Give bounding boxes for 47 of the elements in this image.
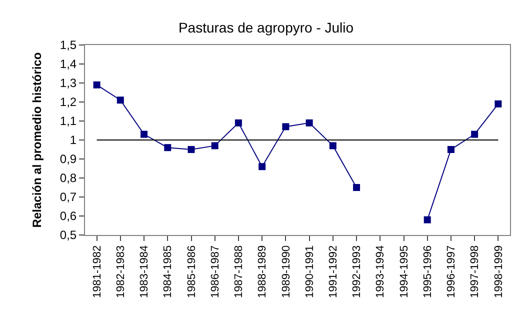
y-tick-label: 0,6 (60, 209, 77, 224)
x-tick-label: 1981-1982 (91, 245, 104, 298)
y-tick-label: 1,2 (60, 95, 77, 110)
y-tick-label: 1,3 (60, 76, 77, 90)
point (258, 163, 266, 170)
point (211, 142, 218, 150)
point (116, 96, 124, 104)
x-tick-label: 1990-1991 (304, 245, 316, 298)
point (188, 146, 195, 153)
point (353, 184, 360, 191)
point (424, 216, 431, 224)
x-tick-label: 1994-1995 (398, 245, 410, 298)
point (306, 119, 313, 126)
chart-title: Pasturas de agropyro - Julio (178, 20, 354, 36)
point (329, 142, 336, 150)
y-tick-label: 0,9 (60, 152, 77, 166)
y-tick-label: 1 (70, 133, 77, 148)
x-tick-label: 1985-1986 (186, 245, 198, 298)
y-tick-label: 0,8 (60, 171, 77, 186)
point (447, 146, 454, 153)
x-tick-label: 1993-1994 (374, 245, 387, 298)
x-tick-label: 1983-1984 (138, 245, 151, 298)
point (234, 119, 242, 126)
y-axis-title: Relación al promedio histórico (30, 52, 44, 228)
x-tick-label: 1989-1990 (280, 245, 292, 298)
x-tick-label: 1995-1996 (422, 245, 434, 298)
x-tick-label: 1992-1993 (351, 245, 364, 298)
y-tick-label: 1,5 (60, 38, 77, 52)
x-tick-label: 1998-1999 (492, 245, 505, 298)
point (93, 81, 100, 88)
x-tick-label: 1987-1988 (233, 245, 246, 298)
point (164, 144, 172, 152)
y-tick-label: 1,1 (60, 114, 77, 128)
point (282, 123, 290, 130)
point (471, 130, 478, 138)
y-tick-label: 0,7 (60, 190, 77, 204)
point (140, 130, 148, 138)
x-tick-label: 1984-1985 (162, 245, 174, 298)
x-tick-label: 1996-1997 (446, 245, 458, 298)
x-tick-label: 1982-1983 (114, 245, 127, 298)
point (494, 100, 502, 108)
x-tick-label: 1986-1987 (209, 245, 222, 298)
x-tick-label: 1997-1998 (469, 245, 482, 298)
y-tick-label: 1,4 (60, 57, 77, 72)
x-tick-label: 1988-1989 (256, 245, 269, 298)
x-tick-label: 1991-1992 (327, 245, 340, 298)
y-tick-label: 0,5 (60, 228, 77, 242)
